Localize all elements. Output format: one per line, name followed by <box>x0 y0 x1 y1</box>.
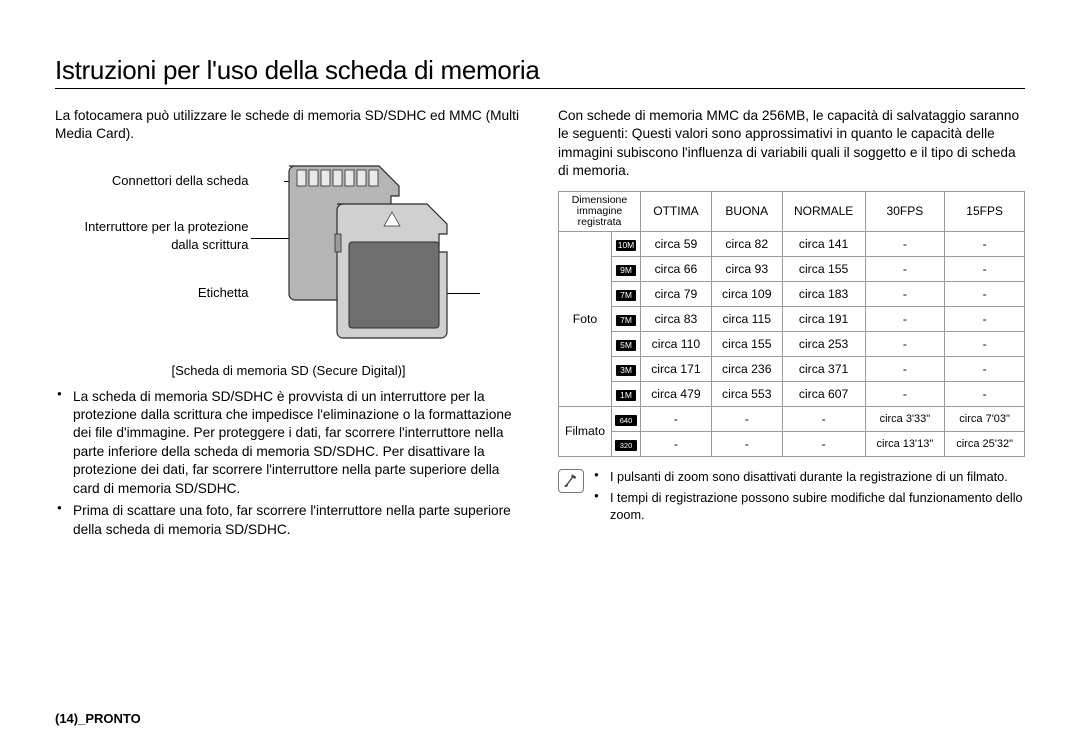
table-cell: circa 155 <box>782 256 865 281</box>
table-cell: circa 607 <box>782 381 865 406</box>
note-icon <box>558 469 584 493</box>
table-cell: circa 371 <box>782 356 865 381</box>
table-cell: circa 479 <box>641 381 712 406</box>
table-cell: circa 83 <box>641 306 712 331</box>
sd-figure-caption: [Scheda di memoria SD (Secure Digital)] <box>55 362 522 380</box>
two-column-layout: La fotocamera può utilizzare le schede d… <box>55 107 1025 543</box>
size-icon: 7M <box>612 281 641 306</box>
table-cell: circa 236 <box>711 356 782 381</box>
table-cell: circa 253 <box>782 331 865 356</box>
left-bullet-1: La scheda di memoria SD/SDHC è provvista… <box>55 388 522 499</box>
table-cell: circa 59 <box>641 231 712 256</box>
label-connettori: Connettori della scheda <box>112 173 249 188</box>
table-cell: - <box>865 231 945 256</box>
table-cell: - <box>945 381 1025 406</box>
size-icon: 10M <box>612 231 641 256</box>
table-cell: circa 82 <box>711 231 782 256</box>
left-bullet-2: Prima di scattare una foto, far scorrere… <box>55 502 522 539</box>
table-cell: - <box>945 256 1025 281</box>
size-icon: 640 <box>612 406 641 431</box>
size-icon: 3M <box>612 356 641 381</box>
table-cell: circa 115 <box>711 306 782 331</box>
table-cell: circa 7'03" <box>945 406 1025 431</box>
rowgroup-foto: Foto <box>559 231 612 406</box>
page-title: Istruzioni per l'uso della scheda di mem… <box>55 55 1025 86</box>
th-ottima: OTTIMA <box>641 191 712 231</box>
table-cell: - <box>711 431 782 456</box>
sd-card-figure: Connettori della scheda Interruttore per… <box>79 156 499 356</box>
note-box: I pulsanti di zoom sono disattivati dura… <box>558 469 1025 528</box>
title-underline <box>55 88 1025 89</box>
sd-card-icon <box>279 154 479 354</box>
table-cell: circa 171 <box>641 356 712 381</box>
capacity-table: Dimensione immagine registrata OTTIMA BU… <box>558 191 1025 457</box>
th-30fps: 30FPS <box>865 191 945 231</box>
size-icon: 1M <box>612 381 641 406</box>
table-cell: - <box>945 231 1025 256</box>
table-cell: circa 183 <box>782 281 865 306</box>
size-icon: 320 <box>612 431 641 456</box>
left-bullet-list: La scheda di memoria SD/SDHC è provvista… <box>55 388 522 540</box>
size-icon: 5M <box>612 331 641 356</box>
table-cell: - <box>945 331 1025 356</box>
left-intro: La fotocamera può utilizzare le schede d… <box>55 107 522 144</box>
table-cell: circa 110 <box>641 331 712 356</box>
table-cell: circa 79 <box>641 281 712 306</box>
table-cell: circa 25'32" <box>945 431 1025 456</box>
table-cell: - <box>945 356 1025 381</box>
table-cell: - <box>865 356 945 381</box>
size-icon: 7M <box>612 306 641 331</box>
table-cell: - <box>711 406 782 431</box>
table-cell: - <box>865 381 945 406</box>
table-cell: circa 93 <box>711 256 782 281</box>
table-cell: - <box>865 306 945 331</box>
table-cell: - <box>865 281 945 306</box>
table-cell: - <box>945 281 1025 306</box>
th-buona: BUONA <box>711 191 782 231</box>
right-column: Con schede di memoria MMC da 256MB, le c… <box>558 107 1025 543</box>
right-intro: Con schede di memoria MMC da 256MB, le c… <box>558 107 1025 181</box>
label-etichetta: Etichetta <box>198 285 249 300</box>
table-cell: - <box>865 256 945 281</box>
table-cell: circa 553 <box>711 381 782 406</box>
table-cell: circa 155 <box>711 331 782 356</box>
table-cell: - <box>865 331 945 356</box>
table-cell: circa 141 <box>782 231 865 256</box>
table-cell: - <box>641 406 712 431</box>
note-1: I pulsanti di zoom sono disattivati dura… <box>592 469 1025 486</box>
note-2: I tempi di registrazione possono subire … <box>592 490 1025 524</box>
rowgroup-filmato: Filmato <box>559 406 612 456</box>
table-cell: - <box>945 306 1025 331</box>
table-cell: - <box>782 406 865 431</box>
table-cell: circa 13'13" <box>865 431 945 456</box>
th-15fps: 15FPS <box>945 191 1025 231</box>
page-footer: (14)_PRONTO <box>55 711 141 726</box>
table-cell: circa 3'33" <box>865 406 945 431</box>
left-column: La fotocamera può utilizzare le schede d… <box>55 107 522 543</box>
label-interruttore: Interruttore per la protezione dalla scr… <box>84 219 248 252</box>
table-cell: - <box>782 431 865 456</box>
table-cell: circa 109 <box>711 281 782 306</box>
th-normale: NORMALE <box>782 191 865 231</box>
table-cell: circa 191 <box>782 306 865 331</box>
size-icon: 9M <box>612 256 641 281</box>
th-dimension: Dimensione immagine registrata <box>559 191 641 231</box>
table-cell: - <box>641 431 712 456</box>
table-cell: circa 66 <box>641 256 712 281</box>
